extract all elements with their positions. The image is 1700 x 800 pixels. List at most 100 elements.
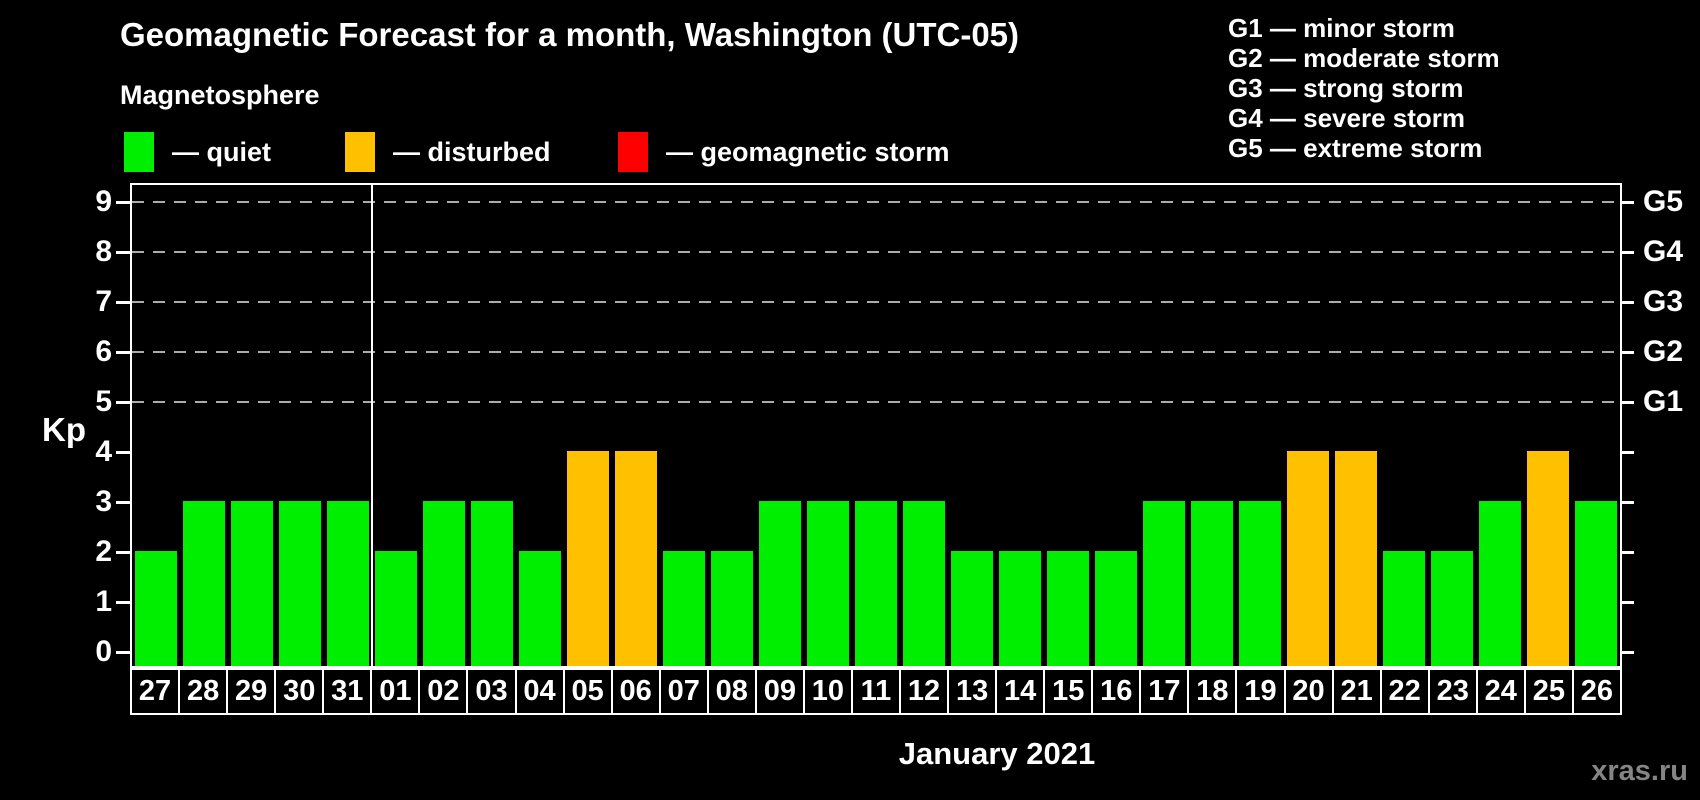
date-cell-09: 09 (754, 668, 805, 715)
date-cell-14: 14 (995, 668, 1046, 715)
left-tick-kp-2 (116, 551, 130, 554)
chart-title: Geomagnetic Forecast for a month, Washin… (120, 16, 1020, 53)
kp-bar-day-23 (1431, 551, 1473, 666)
kp-bar-day-20 (1287, 451, 1329, 666)
left-tick-kp-8 (116, 251, 130, 254)
date-cell-23: 23 (1427, 668, 1478, 715)
g-scale-legend-line-g3: G3 — strong storm (1228, 73, 1464, 103)
kp-bar-day-15 (1047, 551, 1089, 666)
left-tick-kp-9 (116, 201, 130, 204)
g-axis-label-g1: G1 (1643, 385, 1684, 418)
right-tick-kp-6 (1620, 351, 1634, 354)
right-tick-kp-9 (1620, 201, 1634, 204)
kp-bar-day-29 (231, 501, 273, 666)
watermark: xras.ru (1591, 755, 1688, 787)
legend-item-storm: — geomagnetic storm (618, 132, 950, 172)
plot-area (130, 183, 1622, 668)
kp-bar-day-28 (183, 501, 225, 666)
date-cell-21: 21 (1331, 668, 1382, 715)
gridline-kp-9 (132, 201, 1620, 203)
y-tick-label-4: 4 (95, 435, 112, 468)
date-cell-16: 16 (1091, 668, 1142, 715)
date-cell-17: 17 (1139, 668, 1190, 715)
g-axis-label-g2: G2 (1643, 335, 1684, 368)
g-scale-legend-line-g2: G2 — moderate storm (1228, 43, 1500, 73)
g-axis-label-g3: G3 (1643, 285, 1684, 318)
date-cell-20: 20 (1283, 668, 1334, 715)
right-tick-kp-7 (1620, 301, 1634, 304)
right-tick-kp-0 (1620, 651, 1634, 654)
kp-bar-day-11 (855, 501, 897, 666)
y-tick-label-1: 1 (95, 585, 112, 618)
date-cell-31: 31 (322, 668, 373, 715)
y-tick-label-9: 9 (95, 185, 112, 218)
g-scale-legend-line-g4: G4 — severe storm (1228, 103, 1466, 133)
legend-item-quiet: — quiet (124, 132, 271, 172)
kp-bar-day-10 (807, 501, 849, 666)
gridline-kp-6 (132, 351, 1620, 353)
date-cell-08: 08 (706, 668, 757, 715)
kp-bar-day-03 (471, 501, 513, 666)
disturbed-color-swatch (345, 132, 375, 172)
right-tick-kp-2 (1620, 551, 1634, 554)
y-tick-label-8: 8 (95, 235, 112, 268)
date-cell-04: 04 (514, 668, 565, 715)
kp-bar-day-02 (423, 501, 465, 666)
right-tick-kp-8 (1620, 251, 1634, 254)
kp-bar-day-05 (567, 451, 609, 666)
kp-bar-day-26 (1575, 501, 1617, 666)
date-cell-07: 07 (658, 668, 709, 715)
legend-item-disturbed: — disturbed (345, 132, 551, 172)
date-cell-19: 19 (1235, 668, 1286, 715)
left-tick-kp-1 (116, 601, 130, 604)
gridline-kp-7 (132, 301, 1620, 303)
legend-label-storm: — geomagnetic storm (666, 136, 950, 167)
y-tick-label-0: 0 (95, 635, 112, 668)
date-cell-05: 05 (562, 668, 613, 715)
gridline-kp-5 (132, 401, 1620, 403)
kp-bar-day-27 (135, 551, 177, 666)
kp-bar-day-13 (951, 551, 993, 666)
date-cell-18: 18 (1187, 668, 1238, 715)
right-tick-kp-5 (1620, 401, 1634, 404)
date-cell-03: 03 (466, 668, 517, 715)
kp-bar-day-17 (1143, 501, 1185, 666)
kp-bar-day-30 (279, 501, 321, 666)
kp-bar-day-22 (1383, 551, 1425, 666)
kp-bar-day-12 (903, 501, 945, 666)
g-scale-legend-line-g5: G5 — extreme storm (1228, 133, 1483, 163)
y-tick-label-2: 2 (95, 535, 112, 568)
left-tick-kp-7 (116, 301, 130, 304)
gridline-kp-8 (132, 251, 1620, 253)
date-cell-10: 10 (802, 668, 853, 715)
kp-bar-day-21 (1335, 451, 1377, 666)
date-cell-13: 13 (947, 668, 998, 715)
kp-bar-day-31 (327, 501, 369, 666)
y-tick-label-3: 3 (95, 485, 112, 518)
kp-bar-day-01 (375, 551, 417, 666)
quiet-color-swatch (124, 132, 154, 172)
y-tick-label-6: 6 (95, 335, 112, 368)
date-cell-12: 12 (899, 668, 950, 715)
kp-bar-day-14 (999, 551, 1041, 666)
date-cell-02: 02 (418, 668, 469, 715)
right-tick-kp-1 (1620, 601, 1634, 604)
y-axis-title: Kp (42, 411, 86, 448)
g-axis-label-g5: G5 (1643, 185, 1684, 218)
g-axis-label-g4: G4 (1643, 235, 1684, 268)
kp-bar-day-04 (519, 551, 561, 666)
date-cell-30: 30 (274, 668, 325, 715)
x-axis-date-row: 27 28 29 30 31 01 02 03 04 05 06 07 08 09 10 11 12 13 14 15… (130, 668, 1622, 715)
date-cell-24: 24 (1475, 668, 1526, 715)
legend-label-quiet: — quiet (172, 136, 271, 167)
kp-bar-day-06 (615, 451, 657, 666)
y-tick-label-5: 5 (95, 385, 112, 418)
right-tick-kp-3 (1620, 501, 1634, 504)
kp-bar-day-08 (711, 551, 753, 666)
kp-bar-day-24 (1479, 501, 1521, 666)
date-cell-29: 29 (226, 668, 277, 715)
date-cell-22: 22 (1379, 668, 1430, 715)
kp-bar-day-19 (1239, 501, 1281, 666)
left-tick-kp-6 (116, 351, 130, 354)
